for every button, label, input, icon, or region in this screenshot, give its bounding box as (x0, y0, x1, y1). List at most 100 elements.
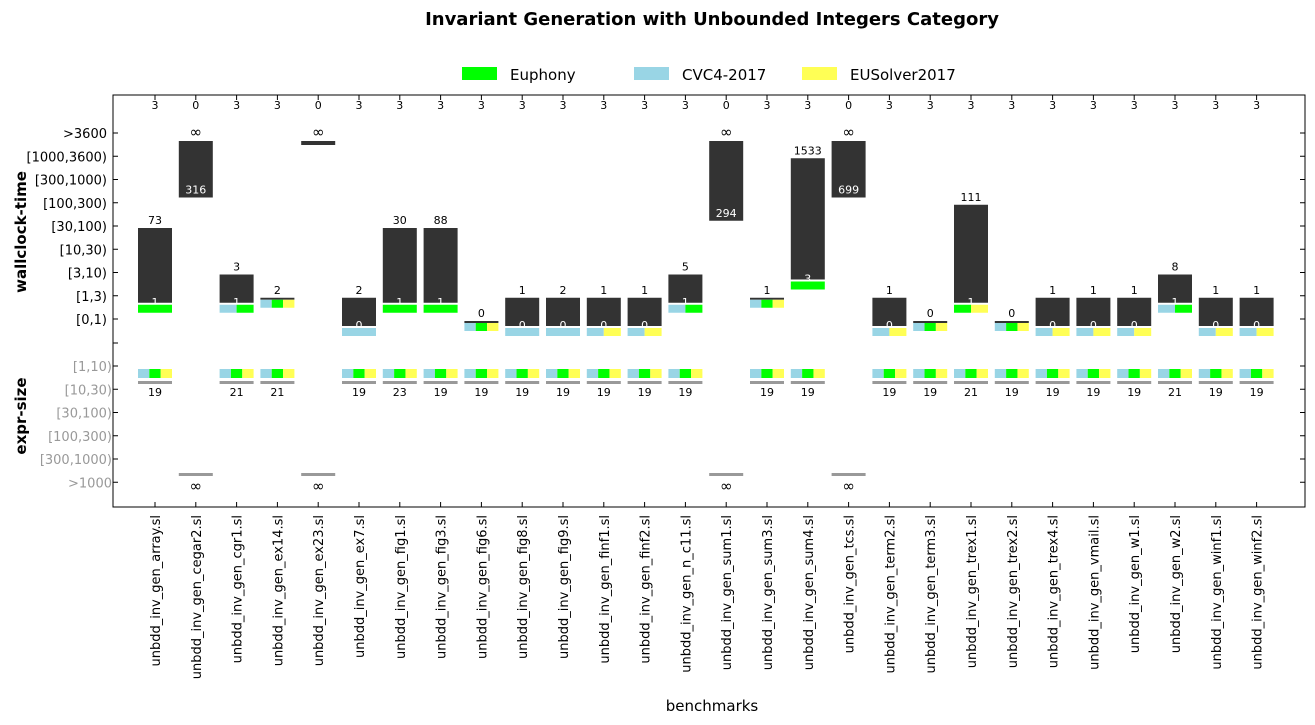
size-line-13 (668, 381, 703, 384)
size-solver-27-1 (1250, 369, 1263, 378)
xtick-label-24: unbdd_inv_gen_w1.sl (1128, 515, 1143, 653)
fastest-solver-22-1 (1052, 328, 1070, 336)
time-bar-19 (913, 321, 948, 323)
xtick-label-8: unbdd_inv_gen_fig6.sl (475, 515, 490, 659)
xtick-label-4: unbdd_inv_gen_ex23.sl (312, 515, 327, 666)
size-solver-11-0 (586, 369, 599, 378)
fastest-solver-0-0 (138, 304, 172, 313)
size-label-14: ∞ (720, 477, 733, 495)
size-solver-27-0 (1239, 369, 1251, 378)
time-max-label-18: 1 (886, 284, 893, 297)
fastest-solver-13-0 (668, 304, 686, 313)
size-label-1: ∞ (190, 477, 203, 495)
xtick-label-9: unbdd_inv_gen_fig8.sl (516, 515, 531, 659)
solved-count-7: 3 (437, 99, 444, 112)
size-solver-7-1 (434, 369, 447, 378)
time-max-label-2: 3 (233, 261, 240, 274)
size-solver-6-0 (382, 369, 395, 378)
time-min-label-23: 0 (1090, 319, 1097, 332)
size-line-22 (1035, 381, 1070, 384)
time-max-label-13: 5 (682, 261, 689, 274)
time-max-label-5: 2 (356, 284, 363, 297)
size-solver-3-2 (283, 369, 295, 378)
size-line-1 (178, 473, 213, 476)
time-max-label-26: 1 (1212, 284, 1219, 297)
size-solver-19-2 (935, 369, 948, 378)
time-max-label-14: ∞ (720, 123, 733, 141)
solved-count-5: 3 (356, 99, 363, 112)
size-solver-26-2 (1221, 369, 1233, 378)
time-bar-27 (1239, 297, 1274, 326)
size-solver-22-1 (1046, 369, 1059, 378)
size-label-17: ∞ (842, 477, 855, 495)
size-solver-25-1 (1169, 369, 1181, 378)
fastest-solver-6-0 (382, 304, 417, 313)
size-solver-2-1 (230, 369, 243, 378)
size-line-8 (464, 381, 499, 384)
size-solver-18-0 (872, 369, 884, 378)
time-bar-25 (1158, 274, 1192, 303)
size-label-25: 21 (1168, 386, 1182, 399)
fastest-solver-3-0 (260, 299, 272, 308)
size-label-18: 19 (882, 386, 896, 399)
size-line-2 (219, 381, 254, 384)
time-bar-8 (464, 321, 499, 323)
time-max-label-27: 1 (1253, 284, 1260, 297)
size-label-23: 19 (1086, 386, 1100, 399)
time-bar-20 (954, 204, 988, 303)
time-bar-0 (138, 228, 172, 303)
solved-count-9: 3 (519, 99, 526, 112)
size-label-27: 19 (1250, 386, 1264, 399)
size-line-14 (709, 473, 744, 476)
time-max-label-16: 1533 (794, 144, 822, 157)
fastest-solver-8-2 (487, 323, 499, 331)
size-label-12: 19 (638, 386, 652, 399)
fastest-solver-20-0 (954, 304, 971, 313)
fastest-solver-15-2 (772, 299, 784, 308)
time-max-label-25: 8 (1172, 261, 1179, 274)
fastest-solver-3-1 (271, 299, 284, 308)
xtick-label-16: unbdd_inv_gen_sum4.sl (802, 515, 817, 670)
time-min-label-17: 699 (838, 184, 859, 197)
time-min-label-16: 3 (804, 273, 811, 286)
time-min-label-7: 1 (437, 296, 444, 309)
plot-area: >3600 [1000,3600) [300,1000) [100,300) [30,1… (27, 94, 1306, 679)
ytick-time-4: [30,100) (51, 220, 107, 235)
size-solver-24-0 (1117, 369, 1129, 378)
ytick-time-2: [300,1000) (35, 174, 107, 189)
legend-swatch-1 (634, 67, 669, 80)
size-line-10 (546, 381, 580, 384)
ytick-time-3: [100,300) (43, 197, 107, 212)
time-max-label-11: 1 (600, 284, 607, 297)
size-label-26: 19 (1209, 386, 1223, 399)
fastest-solver-12-0 (627, 328, 645, 336)
ytick-size-4: [300,1000) (40, 453, 112, 468)
size-solver-23-0 (1076, 369, 1088, 378)
fastest-solver-12-1 (644, 328, 662, 336)
size-label-13: 19 (678, 386, 692, 399)
fastest-solver-5-0 (342, 328, 376, 336)
fastest-solver-24-0 (1117, 328, 1135, 336)
time-min-label-6: 1 (396, 296, 403, 309)
fastest-solver-15-1 (761, 299, 773, 308)
xtick-label-11: unbdd_inv_gen_finf1.sl (598, 515, 613, 664)
size-line-0 (138, 381, 172, 384)
ytick-size-3: [100,300) (48, 430, 112, 445)
size-solver-6-2 (405, 369, 417, 378)
solved-count-27: 3 (1253, 99, 1260, 112)
size-solver-2-2 (242, 369, 254, 378)
size-solver-2-0 (219, 369, 231, 378)
size-line-5 (342, 381, 376, 384)
size-solver-25-0 (1158, 369, 1170, 378)
fastest-solver-21-1 (1006, 323, 1018, 331)
ytick-time-6: [3,10) (68, 267, 107, 282)
size-solver-8-1 (475, 369, 488, 378)
legend-label-2: EUSolver2017 (850, 66, 956, 84)
size-solver-15-0 (750, 369, 762, 378)
fastest-solver-19-1 (924, 323, 936, 331)
fastest-solver-10-0 (546, 328, 580, 336)
size-solver-12-0 (627, 369, 639, 378)
size-label-8: 19 (474, 386, 488, 399)
size-label-2: 21 (230, 386, 244, 399)
size-solver-0-0 (138, 369, 150, 378)
